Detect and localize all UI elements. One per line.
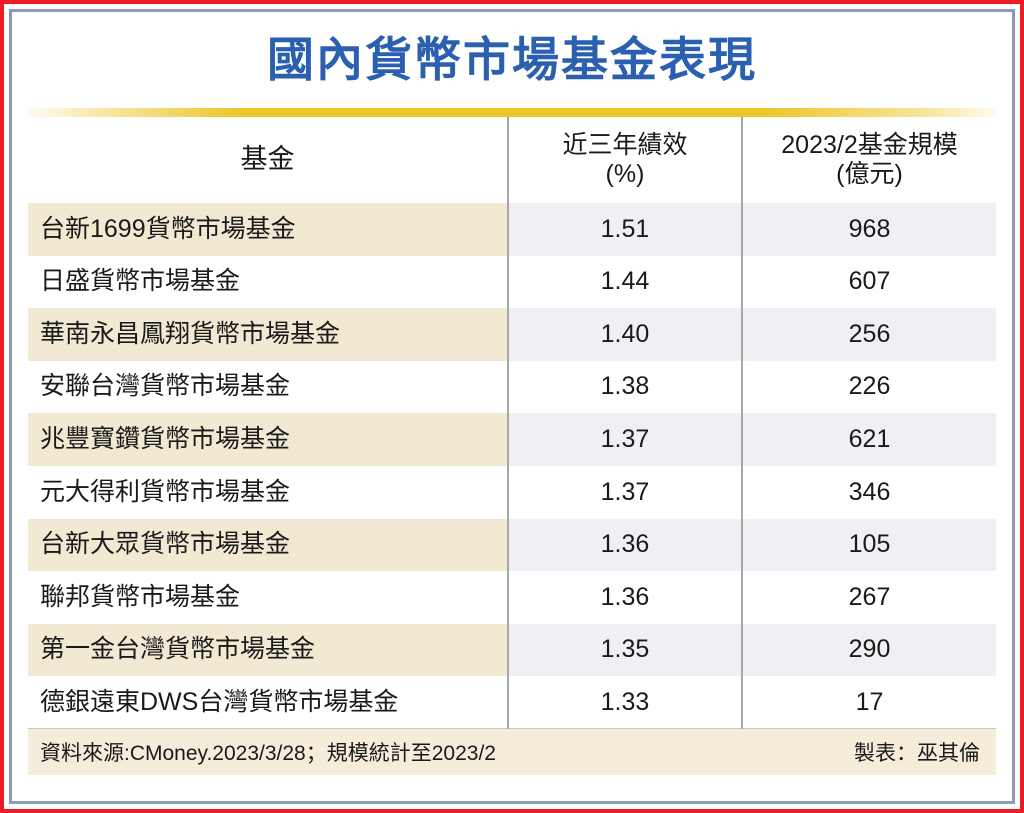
table-row: 台新1699貨幣市場基金 1.51 968 <box>28 203 996 256</box>
footer-source: 資料來源:CMoney.2023/3/28；規模統計至2023/2 <box>40 742 496 766</box>
cell-fund-name: 安聯台灣貨幣市場基金 <box>28 360 508 414</box>
accent-rule <box>28 108 996 117</box>
table-row: 聯邦貨幣市場基金 1.36 267 <box>28 571 996 624</box>
title-area: 國內貨幣市場基金表現 <box>12 12 1012 108</box>
header-row: 基金 近三年績效 (%) 2023/2基金規模 (億元) <box>28 117 996 203</box>
cell-fund-name: 日盛貨幣市場基金 <box>28 255 508 309</box>
cell-performance: 1.33 <box>507 676 742 730</box>
column-header-scale-label: 2023/2基金規模 <box>781 130 958 159</box>
column-header-fund-label: 基金 <box>240 144 295 175</box>
table-row: 華南永昌鳳翔貨幣市場基金 1.40 256 <box>28 308 996 361</box>
cell-performance: 1.40 <box>507 308 742 361</box>
cell-scale: 607 <box>741 255 996 309</box>
cell-scale: 290 <box>741 623 996 677</box>
cell-fund-name: 元大得利貨幣市場基金 <box>28 465 508 519</box>
cell-fund-name: 兆豐寶鑽貨幣市場基金 <box>28 413 508 466</box>
cell-performance: 1.44 <box>507 255 742 309</box>
cell-fund-name: 德銀遠東DWS台灣貨幣市場基金 <box>28 676 508 730</box>
fund-table: 基金 近三年績效 (%) 2023/2基金規模 (億元) 台新1699貨幣市場基… <box>28 117 996 730</box>
cell-performance: 1.37 <box>507 465 742 519</box>
table-row: 兆豐寶鑽貨幣市場基金 1.37 621 <box>28 413 996 466</box>
cell-scale: 346 <box>741 465 996 519</box>
column-header-performance: 近三年績效 (%) <box>507 117 742 203</box>
cell-scale: 17 <box>741 676 996 730</box>
cell-performance: 1.51 <box>507 203 742 256</box>
cell-performance: 1.36 <box>507 571 742 624</box>
accent-rule-area <box>12 108 1012 117</box>
table-row: 元大得利貨幣市場基金 1.37 346 <box>28 465 996 519</box>
table-header: 基金 近三年績效 (%) 2023/2基金規模 (億元) <box>28 117 996 203</box>
table-row: 德銀遠東DWS台灣貨幣市場基金 1.33 17 <box>28 676 996 730</box>
page-title: 國內貨幣市場基金表現 <box>267 32 757 88</box>
cell-scale: 968 <box>741 203 996 256</box>
table-row: 台新大眾貨幣市場基金 1.36 105 <box>28 518 996 572</box>
cell-fund-name: 聯邦貨幣市場基金 <box>28 571 508 624</box>
cell-performance: 1.38 <box>507 360 742 414</box>
footer: 資料來源:CMoney.2023/3/28；規模統計至2023/2 製表：巫其倫 <box>28 729 996 776</box>
infographic-sheet: 國內貨幣市場基金表現 基金 近三年績效 (%) 2023/2基金規模 (億元) <box>12 12 1012 801</box>
cell-performance: 1.35 <box>507 623 742 677</box>
column-header-fund: 基金 <box>28 117 508 203</box>
cell-fund-name: 華南永昌鳳翔貨幣市場基金 <box>28 308 508 361</box>
table-row: 日盛貨幣市場基金 1.44 607 <box>28 255 996 309</box>
cell-fund-name: 第一金台灣貨幣市場基金 <box>28 623 508 677</box>
cell-performance: 1.37 <box>507 413 742 466</box>
column-header-performance-unit: (%) <box>605 160 645 188</box>
cell-fund-name: 台新大眾貨幣市場基金 <box>28 518 508 572</box>
column-header-scale-unit: (億元) <box>836 160 903 188</box>
column-header-performance-label: 近三年績效 <box>562 130 688 159</box>
table-row: 第一金台灣貨幣市場基金 1.35 290 <box>28 623 996 677</box>
cell-scale: 226 <box>741 360 996 414</box>
table-row: 安聯台灣貨幣市場基金 1.38 226 <box>28 360 996 414</box>
footer-credit: 製表：巫其倫 <box>854 742 980 766</box>
table-body: 台新1699貨幣市場基金 1.51 968 日盛貨幣市場基金 1.44 607 … <box>28 203 996 730</box>
cell-scale: 267 <box>741 571 996 624</box>
cell-scale: 105 <box>741 518 996 572</box>
column-header-scale: 2023/2基金規模 (億元) <box>741 117 996 203</box>
cell-scale: 256 <box>741 308 996 361</box>
cell-scale: 621 <box>741 413 996 466</box>
cell-fund-name: 台新1699貨幣市場基金 <box>28 203 508 256</box>
cell-performance: 1.36 <box>507 518 742 572</box>
